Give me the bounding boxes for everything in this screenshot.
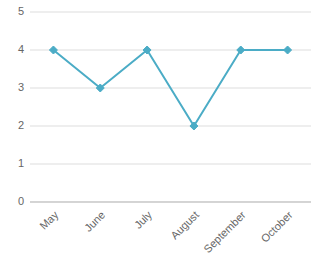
marker xyxy=(49,46,57,54)
x-tick-label: August xyxy=(168,209,201,242)
x-tick-label: September xyxy=(201,208,248,255)
chart-svg: 0 1 2 3 4 5 May June July AugustSeptember October xyxy=(0,0,325,266)
grid-line xyxy=(30,164,311,165)
x-tick-label: July xyxy=(132,208,155,231)
y-tick-label: 4 xyxy=(18,43,24,55)
y-tick-label: 0 xyxy=(18,195,24,207)
marker xyxy=(190,122,198,130)
chart-container: 0 1 2 3 4 5 May June July AugustSeptember October xyxy=(0,0,325,266)
marker xyxy=(143,46,151,54)
y-tick-label: 2 xyxy=(18,119,24,131)
grid-line xyxy=(30,126,311,127)
x-tick-label: October xyxy=(258,208,294,244)
marker xyxy=(96,84,104,92)
x-tick-label: June xyxy=(82,209,107,234)
y-grid xyxy=(30,12,311,202)
x-tick-label: May xyxy=(37,208,61,232)
marker xyxy=(284,46,292,54)
y-tick-label: 3 xyxy=(18,81,24,93)
line xyxy=(53,50,287,126)
x-axis-line xyxy=(30,202,311,203)
y-tick-label: 1 xyxy=(18,157,24,169)
y-tick-labels: 0 1 2 3 4 5 xyxy=(18,5,24,207)
y-tick-label: 5 xyxy=(18,5,24,17)
grid-line xyxy=(30,12,311,13)
plot-data xyxy=(49,46,291,130)
marker xyxy=(237,46,245,54)
grid-line xyxy=(30,202,311,203)
x-tick-labels: May June July AugustSeptember October xyxy=(37,208,295,255)
